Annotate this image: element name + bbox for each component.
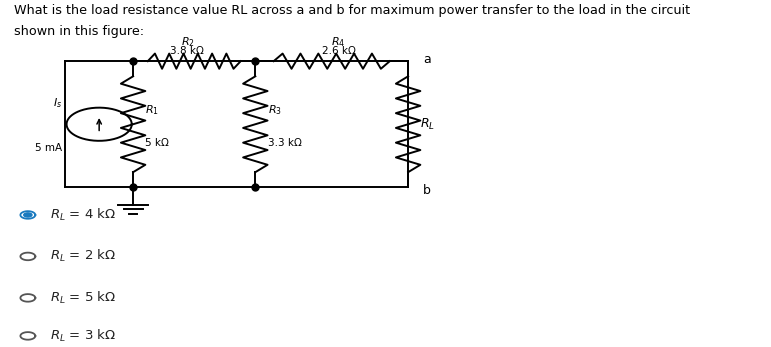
Text: $R_L$ = 2 kΩ: $R_L$ = 2 kΩ (50, 248, 116, 264)
Text: 2.6 kΩ: 2.6 kΩ (322, 46, 355, 57)
Text: $R_L$ = 4 kΩ: $R_L$ = 4 kΩ (50, 207, 116, 223)
Text: $I_s$: $I_s$ (52, 96, 62, 110)
Text: 3.3 kΩ: 3.3 kΩ (268, 138, 301, 148)
Polygon shape (24, 213, 32, 217)
Text: b: b (423, 184, 431, 197)
Text: $R_2$: $R_2$ (180, 35, 194, 49)
Text: $R_4$: $R_4$ (332, 35, 345, 49)
Text: $R_3$: $R_3$ (268, 103, 281, 117)
Text: $R_L$: $R_L$ (420, 117, 436, 132)
Text: What is the load resistance value RL across a and b for maximum power transfer t: What is the load resistance value RL acr… (15, 4, 690, 17)
Text: shown in this figure:: shown in this figure: (15, 25, 144, 38)
Text: 5 mA: 5 mA (35, 143, 62, 153)
Text: 3.8 kΩ: 3.8 kΩ (170, 46, 204, 57)
Text: a: a (423, 53, 431, 66)
Text: $R_L$ = 3 kΩ: $R_L$ = 3 kΩ (50, 328, 116, 344)
Text: $R_1$: $R_1$ (146, 103, 160, 117)
Text: $R_L$ = 5 kΩ: $R_L$ = 5 kΩ (50, 290, 116, 306)
Text: 5 kΩ: 5 kΩ (146, 138, 169, 148)
